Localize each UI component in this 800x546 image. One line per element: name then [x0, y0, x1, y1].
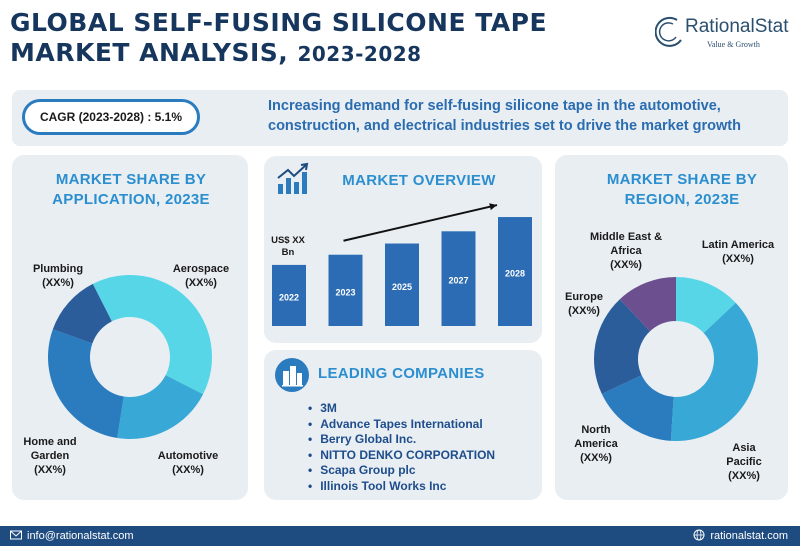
buildings-icon	[275, 358, 309, 392]
globe-icon	[693, 529, 705, 541]
logo-name: RationalStat	[685, 16, 789, 37]
donut-slice-home-and-garden	[47, 329, 124, 438]
title-line-2-text: MARKET ANALYSIS,	[10, 38, 298, 67]
growth-chart-icon	[277, 162, 309, 194]
label-middle-east-africa: Middle East & Africa (XX%)	[589, 231, 663, 271]
footer-website[interactable]: rationalstat.com	[693, 529, 788, 542]
donut-slice-north-america	[601, 375, 674, 441]
application-donut-chart	[47, 275, 212, 439]
donut-slice-plumbing	[52, 283, 112, 344]
donut-slice-latin-america	[676, 277, 736, 333]
donut-slice-aerospace	[92, 275, 212, 395]
cagr-badge: CAGR (2023-2028) : 5.1%	[22, 99, 200, 135]
label-home-garden: Home and Garden (XX%)	[23, 436, 77, 476]
title-years: 2023-2028	[297, 42, 422, 66]
region-donut-chart	[594, 277, 758, 441]
application-panel	[12, 155, 248, 500]
market-overview-bar-chart: 2022 2023 2025 2027 2028	[272, 203, 532, 326]
bar-label-2022: 2022	[279, 292, 299, 302]
label-europe: Europe (XX%)	[565, 291, 603, 317]
list-item: Berry Global Inc.	[320, 432, 495, 448]
label-north-america: North America (XX%)	[574, 424, 618, 464]
list-item: Illinois Tool Works Inc	[320, 479, 495, 495]
list-item: 3M	[320, 401, 495, 417]
donut-slice-asia-pacific	[670, 302, 758, 441]
bar-2023	[328, 254, 363, 326]
unit-label: US$ XX Bn	[271, 235, 305, 258]
footer-bar: info@rationalstat.com rationalstat.com	[0, 526, 800, 546]
mail-icon	[10, 530, 22, 540]
trend-arrow-head	[489, 203, 497, 211]
bar-2022	[272, 264, 306, 326]
donut-slice-automotive	[117, 375, 204, 439]
list-item: Scapa Group plc	[320, 463, 495, 479]
leading-companies-title: LEADING COMPANIES	[318, 365, 485, 382]
label-plumbing: Plumbing (XX%)	[32, 263, 84, 289]
donut-slice-europe	[594, 299, 650, 394]
cagr-banner: CAGR (2023-2028) : 5.1% Increasing deman…	[12, 90, 788, 146]
label-aerospace: Aerospace (XX%)	[172, 263, 230, 289]
label-latin-america: Latin America (XX%)	[701, 239, 775, 265]
list-item: Advance Tapes International	[320, 417, 495, 433]
market-overview-title: MARKET OVERVIEW	[342, 172, 496, 189]
email-text: info@rationalstat.com	[27, 530, 134, 542]
list-item: NITTO DENKO CORPORATION	[320, 448, 495, 464]
label-automotive: Automotive (XX%)	[157, 450, 219, 476]
bar-label-2027: 2027	[448, 276, 468, 286]
bar-2025	[385, 243, 419, 326]
application-title: MARKET SHARE BY APPLICATION, 2023E	[52, 171, 210, 208]
label-asia-pacific: Asia Pacific (XX%)	[726, 442, 762, 482]
banner-headline: Increasing demand for self-fusing silico…	[268, 98, 741, 134]
page-title: GLOBAL SELF-FUSING SILICONE TAPE MARKET …	[10, 8, 630, 69]
region-title: MARKET SHARE BY REGION, 2023E	[606, 171, 758, 208]
logo-tagline: Value & Growth	[707, 40, 760, 49]
title-line-1: GLOBAL SELF-FUSING SILICONE TAPE	[10, 8, 548, 37]
donut-slice-middle-east-africa	[619, 277, 676, 332]
bar-label-2028: 2028	[505, 269, 525, 279]
rationalstat-logo: RationalStat Value & Growth	[655, 14, 795, 54]
title-line-2: MARKET ANALYSIS, 2023-2028	[10, 38, 630, 69]
companies-list: 3M Advance Tapes International Berry Glo…	[320, 401, 495, 495]
footer-email[interactable]: info@rationalstat.com	[10, 529, 134, 542]
logo-mark-icon	[655, 16, 682, 47]
trend-arrow-line	[343, 204, 498, 242]
bar-2028	[498, 217, 532, 326]
bar-label-2025: 2025	[392, 282, 412, 292]
website-text: rationalstat.com	[710, 530, 788, 542]
bar-2027	[441, 231, 476, 326]
bar-label-2023: 2023	[335, 287, 355, 297]
